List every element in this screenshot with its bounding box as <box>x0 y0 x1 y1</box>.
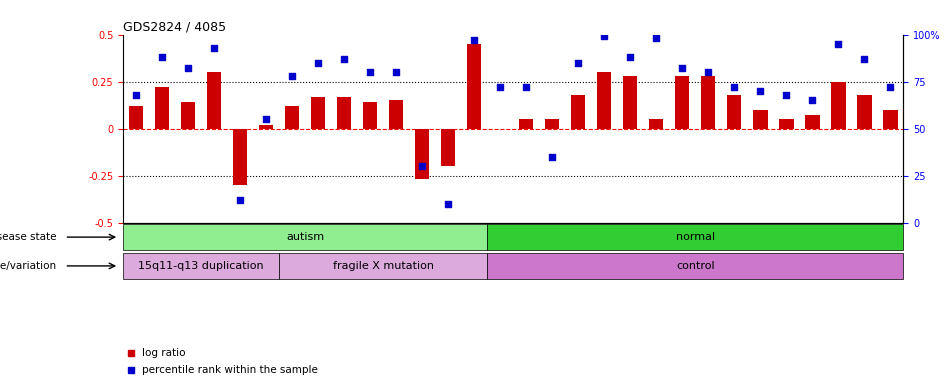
Bar <box>832 82 846 129</box>
Point <box>674 65 690 71</box>
Bar <box>545 119 559 129</box>
Bar <box>780 119 794 129</box>
Bar <box>487 253 903 279</box>
Point <box>466 37 482 43</box>
Point <box>622 54 638 60</box>
Point <box>805 98 820 104</box>
Point <box>831 41 846 47</box>
Bar <box>487 224 903 250</box>
Bar <box>337 97 351 129</box>
Text: percentile rank within the sample: percentile rank within the sample <box>143 365 319 375</box>
Bar <box>519 119 534 129</box>
Text: autism: autism <box>286 232 324 242</box>
Bar <box>279 253 487 279</box>
Bar <box>415 129 429 179</box>
Point <box>597 33 612 40</box>
Bar <box>389 101 403 129</box>
Point <box>441 201 456 207</box>
Bar <box>805 116 819 129</box>
Bar <box>467 44 482 129</box>
Point <box>727 84 742 90</box>
Point <box>570 60 586 66</box>
Bar <box>285 106 299 129</box>
Bar <box>857 95 871 129</box>
Bar <box>623 76 638 129</box>
Bar <box>181 102 195 129</box>
Point <box>883 84 898 90</box>
Bar <box>259 125 273 129</box>
Point <box>701 69 716 75</box>
Point <box>310 60 325 66</box>
Point <box>337 56 352 62</box>
Bar <box>207 72 221 129</box>
Text: fragile X mutation: fragile X mutation <box>333 261 433 271</box>
Point <box>233 197 248 203</box>
Bar <box>155 87 169 129</box>
Point <box>285 73 300 79</box>
Bar <box>675 76 690 129</box>
Point <box>518 84 534 90</box>
Point <box>545 154 560 160</box>
Bar <box>727 95 742 129</box>
Point <box>362 69 377 75</box>
Bar <box>311 97 325 129</box>
Text: normal: normal <box>675 232 715 242</box>
Bar <box>753 110 767 129</box>
Text: genotype/variation: genotype/variation <box>0 261 57 271</box>
Point <box>493 84 508 90</box>
Point <box>206 45 221 51</box>
Point <box>753 88 768 94</box>
Text: disease state: disease state <box>0 232 57 242</box>
Bar <box>571 95 586 129</box>
Bar <box>363 102 377 129</box>
Point <box>649 35 664 41</box>
Bar <box>129 106 143 129</box>
Bar <box>441 129 455 166</box>
Point <box>857 56 872 62</box>
Text: GDS2824 / 4085: GDS2824 / 4085 <box>123 20 226 33</box>
Bar <box>597 72 611 129</box>
Point <box>389 69 404 75</box>
Point <box>414 163 429 169</box>
Point <box>258 116 273 122</box>
Bar <box>649 119 663 129</box>
Bar <box>233 129 247 185</box>
Bar <box>123 224 487 250</box>
Point <box>154 54 169 60</box>
Bar <box>701 76 715 129</box>
Text: log ratio: log ratio <box>143 348 186 358</box>
Point <box>129 92 144 98</box>
Point <box>181 65 196 71</box>
Text: control: control <box>676 261 714 271</box>
Text: 15q11-q13 duplication: 15q11-q13 duplication <box>138 261 264 271</box>
Point <box>779 92 794 98</box>
Bar <box>884 110 898 129</box>
Bar <box>123 253 279 279</box>
